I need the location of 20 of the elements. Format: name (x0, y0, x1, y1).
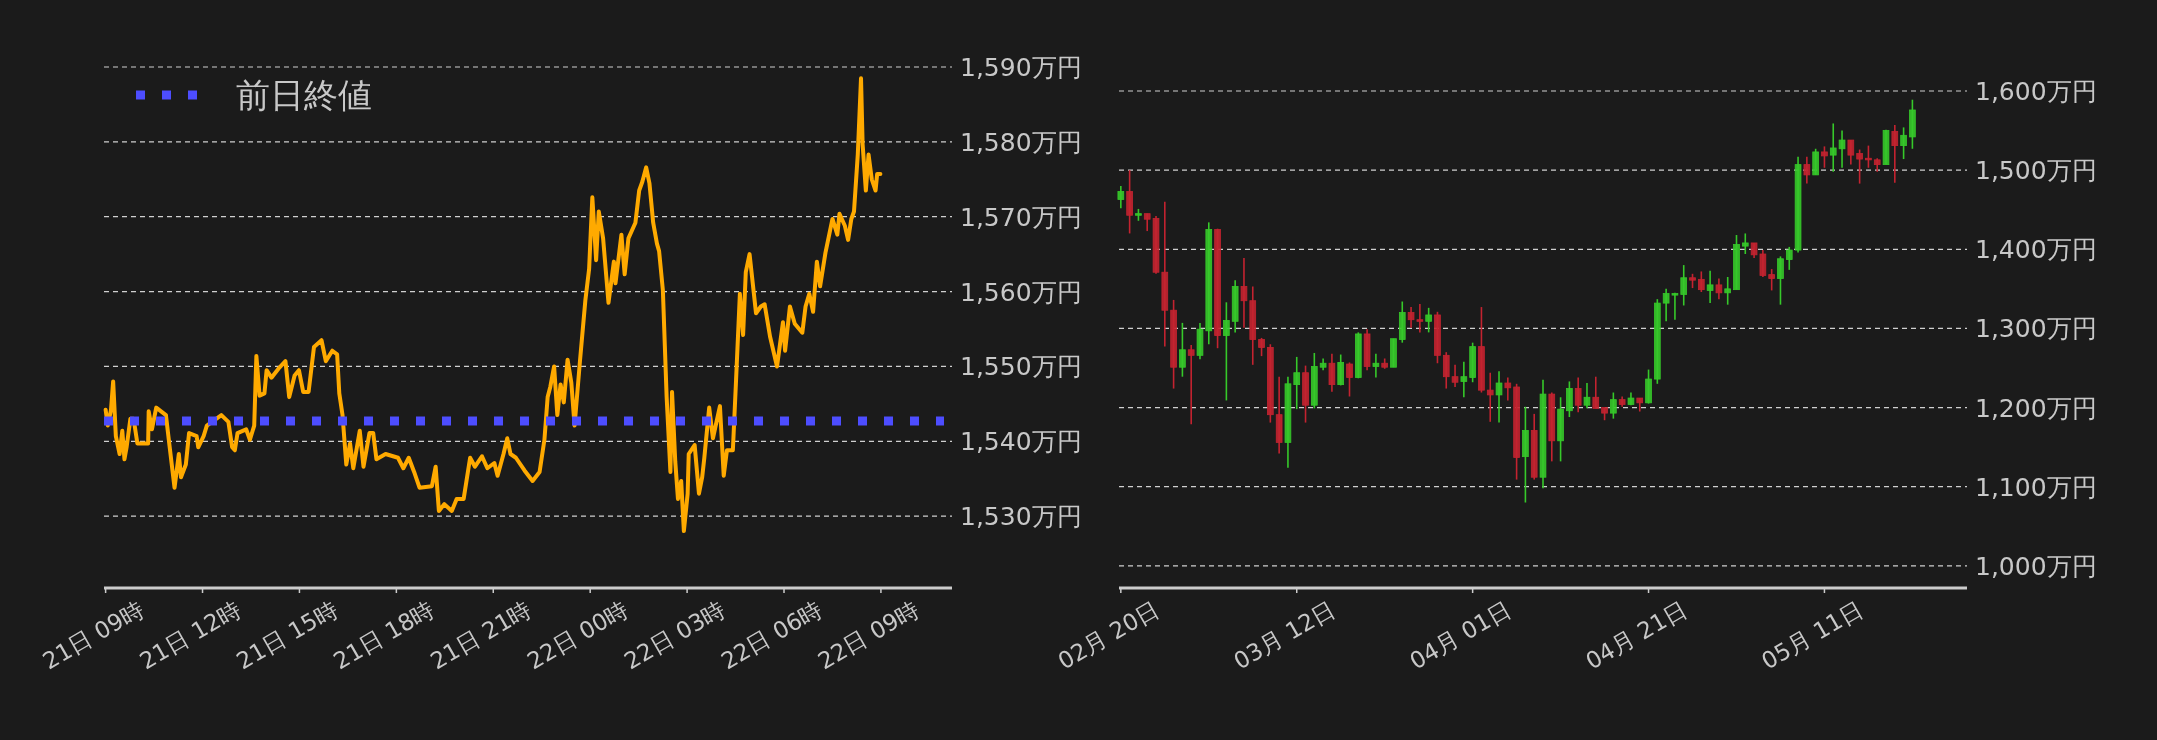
x-tick-label: 03月 12日 (1229, 595, 1340, 675)
y-tick-label: 1,100万円 (1975, 472, 2097, 502)
legend-label: 前日終値 (236, 75, 372, 115)
y-tick-label: 1,600万円 (1975, 77, 2097, 106)
x-tick-label: 02月 20日 (1053, 595, 1164, 675)
y-tick-label: 1,530万円 (960, 502, 1082, 532)
y-tick-label: 1,000万円 (1975, 551, 2097, 581)
y-tick-label: 1,540万円 (960, 427, 1082, 457)
y-tick-label: 1,300万円 (1975, 314, 2097, 344)
y-tick-label: 1,590万円 (960, 53, 1082, 82)
y-tick-label: 1,570万円 (960, 202, 1082, 232)
y-tick-label: 1,400万円 (1975, 235, 2097, 265)
x-tick-label: 04月 21日 (1581, 595, 1692, 675)
x-tick-label: 04月 01日 (1405, 595, 1516, 675)
y-tick-label: 1,560万円 (960, 277, 1082, 307)
y-tick-label: 1,550万円 (960, 352, 1082, 382)
y-tick-label: 1,200万円 (1975, 393, 2097, 423)
y-tick-label: 1,500万円 (1975, 156, 2097, 186)
y-tick-label: 1,580万円 (960, 127, 1082, 157)
x-tick-label: 05月 11日 (1757, 595, 1867, 675)
